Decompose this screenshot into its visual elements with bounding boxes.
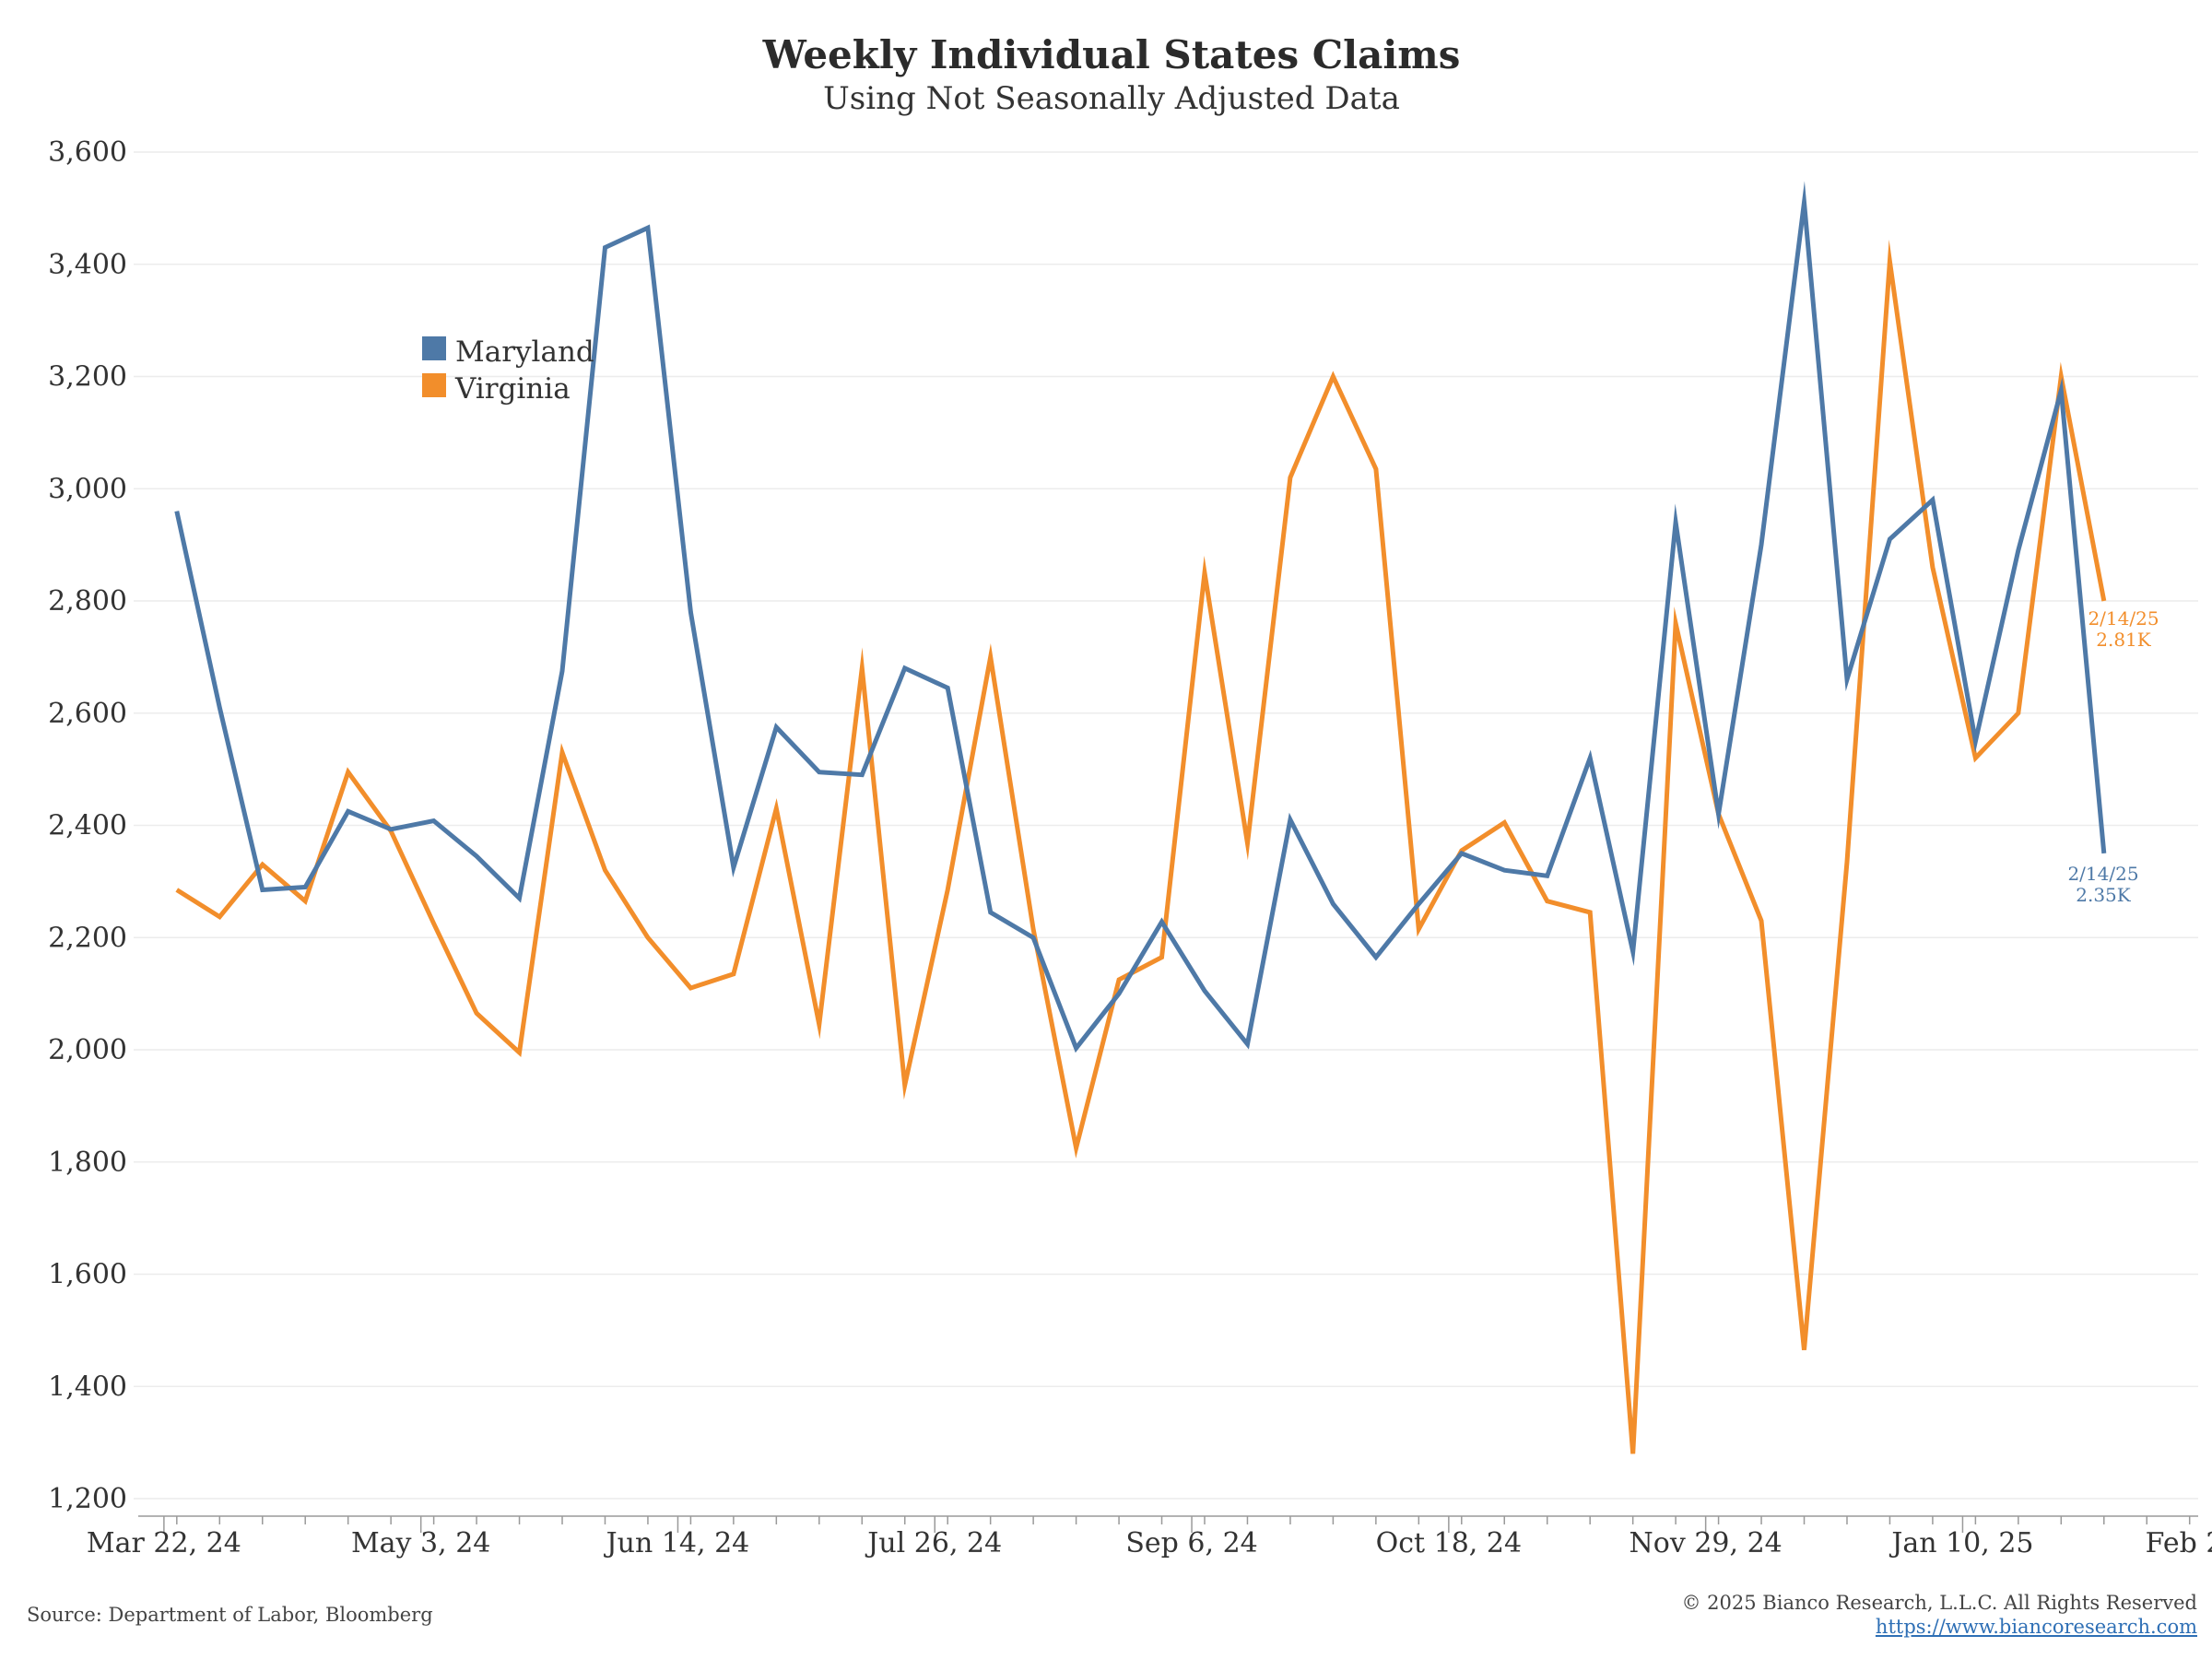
y-tick-label: 3,400	[48, 249, 127, 281]
maryland-end-date-label: 2/14/25	[2067, 863, 2138, 885]
website-link[interactable]: https://www.biancoresearch.com	[1875, 1616, 2197, 1638]
x-tick-label: Jan 10, 25	[1888, 1527, 2033, 1559]
y-tick-label: 3,000	[48, 473, 127, 505]
virginia-end-value-label: 2.81K	[2096, 629, 2152, 651]
copyright-note: © 2025 Bianco Research, L.L.C. All Right…	[1681, 1592, 2198, 1614]
y-tick-label: 1,400	[48, 1371, 127, 1403]
x-tick-label: Sep 6, 24	[1125, 1527, 1257, 1559]
x-tick-label: May 3, 24	[351, 1527, 490, 1559]
y-tick-label: 2,600	[48, 698, 127, 730]
y-axis: 1,200 1,400 1,600 1,800 2,000 2,200 2,400 2,600…	[48, 136, 127, 1515]
y-tick-label: 2,400	[48, 810, 127, 842]
legend-label-maryland: Maryland	[455, 335, 594, 369]
series-line-virginia	[175, 239, 2107, 1454]
legend: Maryland Virginia	[422, 335, 594, 406]
series-line-maryland	[174, 181, 2107, 1053]
y-tick-label: 3,200	[48, 361, 127, 394]
y-tick-label: 1,800	[48, 1147, 127, 1179]
x-tick-label: Jul 26, 24	[865, 1527, 1002, 1559]
y-tick-label: 1,200	[48, 1483, 127, 1515]
legend-swatch-maryland	[422, 336, 446, 360]
x-tick-label: Mar 22, 24	[87, 1527, 241, 1559]
chart-subtitle: Using Not Seasonally Adjusted Data	[823, 80, 1400, 117]
x-tick-label: Nov 29, 24	[1630, 1527, 1783, 1559]
y-tick-label: 2,800	[48, 585, 127, 618]
y-tick-label: 1,600	[48, 1259, 127, 1291]
series-lines	[174, 181, 2107, 1454]
end-annotations: 2/14/25 2.81K 2/14/25 2.35K	[2067, 607, 2159, 906]
legend-label-virginia: Virginia	[454, 372, 571, 406]
y-tick-label: 2,200	[48, 922, 127, 954]
x-tick-label: Oct 18, 24	[1376, 1527, 1522, 1559]
virginia-end-date-label: 2/14/25	[2088, 607, 2159, 629]
source-note: Source: Department of Labor, Bloomberg	[27, 1604, 433, 1626]
maryland-end-value-label: 2.35K	[2076, 884, 2132, 906]
y-tick-label: 2,000	[48, 1034, 127, 1066]
y-tick-label: 3,600	[48, 136, 127, 169]
x-tick-label: Jun 14, 24	[604, 1527, 750, 1559]
x-tick-label: Feb 21, 25	[2146, 1527, 2212, 1559]
x-axis: Mar 22, 24 May 3, 24 Jun 14, 24 Jul 26, 24 S…	[87, 1515, 2212, 1559]
legend-swatch-virginia	[422, 373, 446, 397]
chart-title: Weekly Individual States Claims	[762, 32, 1461, 77]
